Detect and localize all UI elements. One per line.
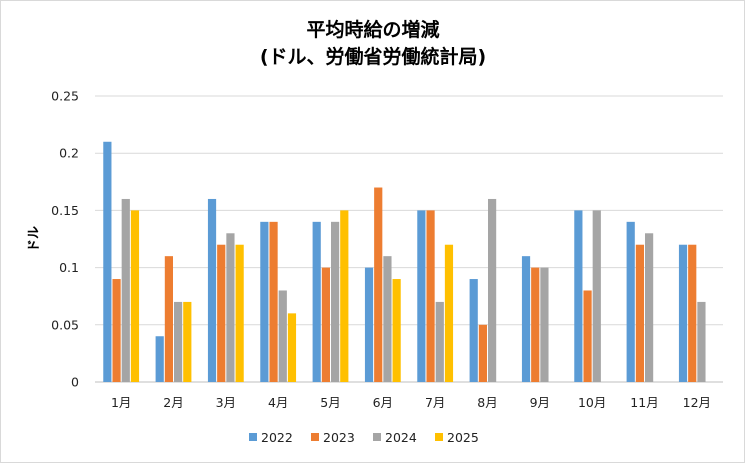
bar-2025-6 [444,244,454,382]
y-tick-labels: 0 0.05 0.1 0.15 0.2 0.25 [51,89,79,390]
bar-2023-8 [531,267,540,382]
bar-2024-2 [226,233,235,382]
legend: 2022 2023 2024 2025 [249,430,479,445]
chart-title-line-2: (ドル、労働省労働統計局) [260,45,486,68]
legend-label-2025: 2025 [447,430,479,445]
y-tick-label: 0.05 [51,317,79,332]
bar-2023-11 [688,244,697,382]
gridlines [95,95,723,383]
x-tick-label: 3月 [216,395,236,410]
legend-label-2023: 2023 [323,430,355,445]
y-tick-label: 0.15 [51,203,79,218]
x-tick-label: 8月 [477,395,497,410]
bar-2025-4 [340,210,349,382]
y-tick-label: 0.1 [59,260,79,275]
bar-2024-0 [121,198,130,382]
bar-2022-3 [260,221,269,382]
bar-2024-3 [278,290,287,382]
legend-swatch-2025 [435,433,443,441]
bar-2024-9 [592,210,601,382]
bar-2022-7 [469,279,478,382]
y-tick-label: 0.25 [51,89,79,104]
bar-2023-2 [217,244,226,382]
bars [103,141,706,382]
bar-2023-0 [112,279,121,382]
legend-label-2024: 2024 [385,430,417,445]
bar-2023-4 [321,267,330,382]
bar-2025-1 [183,301,192,382]
x-tick-label: 5月 [320,395,340,410]
bar-2023-9 [583,290,592,382]
bar-2022-1 [155,336,164,382]
bar-2022-6 [417,210,426,382]
x-tick-label: 1月 [111,395,131,410]
bar-2025-2 [235,244,244,382]
x-tick-label: 4月 [268,395,288,410]
legend-swatch-2023 [311,433,319,441]
x-tick-label: 10月 [578,395,606,410]
bar-2025-3 [287,313,297,382]
bar-2023-7 [478,324,487,382]
x-tick-label: 11月 [630,395,658,410]
bar-2023-1 [164,256,173,382]
x-tick-label: 12月 [683,395,711,410]
y-tick-label: 0.2 [59,146,79,161]
bar-2023-6 [426,210,435,382]
legend-swatch-2024 [373,433,381,441]
bar-2022-2 [207,198,217,382]
bar-2025-0 [130,210,140,382]
x-tick-label: 2月 [163,395,183,410]
legend-swatch-2022 [249,433,257,441]
bar-2023-5 [374,187,383,382]
bar-2024-5 [383,256,392,382]
x-tick-label: 7月 [425,395,445,410]
bar-2024-7 [488,198,497,382]
bar-2022-11 [678,244,688,382]
x-tick-label: 6月 [373,395,393,410]
bar-2024-8 [540,267,549,382]
x-tick-labels: 1月 2月 3月 4月 5月 6月 7月 8月 9月 10月 11月 12月 [111,395,711,410]
x-tick-label: 9月 [530,395,550,410]
bar-2024-10 [645,233,654,382]
bar-2025-5 [392,279,401,382]
bar-2024-6 [435,301,444,382]
bar-2024-1 [174,301,183,382]
chart-title-line-1: 平均時給の増減 [306,18,439,41]
legend-label-2022: 2022 [261,430,293,445]
y-tick-label: 0 [71,375,79,390]
bar-2023-10 [635,244,644,382]
bar-2022-0 [103,141,112,382]
bar-2023-3 [269,221,278,382]
bar-2022-4 [312,221,321,382]
bar-2022-9 [574,210,583,382]
bar-2022-8 [521,256,531,382]
bar-2022-10 [626,221,635,382]
y-axis-label: ドル [27,226,42,252]
bar-2024-11 [697,301,706,382]
bar-2024-4 [331,221,340,382]
bar-2022-5 [364,267,374,382]
